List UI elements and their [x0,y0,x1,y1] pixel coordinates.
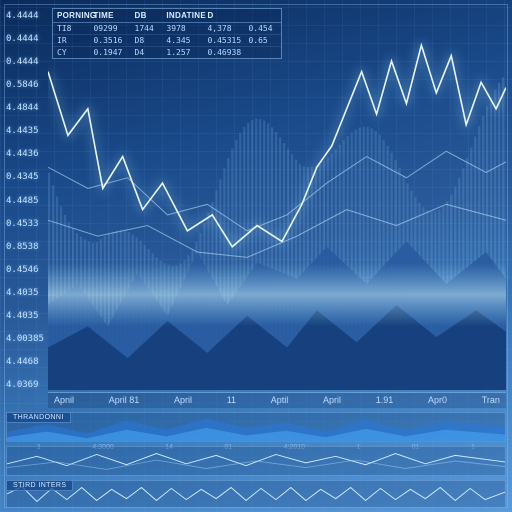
y-tick: 4.4468 [6,358,46,367]
x-axis: Apnil April 81 April 11 Aptil April 1.91 Apr0 Tr… [48,392,506,408]
y-tick: 4.4444 [6,12,46,21]
y-tick: 4.4035 [6,312,46,321]
x-tick: Apnil [54,395,74,408]
indicator-strip-1[interactable]: THRANDONNI 14:300014014:20101011 [6,412,506,442]
y-tick: 4.0369 [6,381,46,390]
y-tick: 0.5846 [6,81,46,90]
y-tick: 4.4436 [6,150,46,159]
y-tick: 4.4844 [6,104,46,113]
y-tick: 0.4345 [6,173,46,182]
y-tick: 0.4546 [6,266,46,275]
x-tick: April [323,395,341,408]
indicator-strip-2[interactable] [6,446,506,476]
y-tick: 0.4444 [6,35,46,44]
strip-label: STIRD INTERS [6,480,73,491]
indicator-strip-3[interactable]: STIRD INTERS [6,480,506,508]
x-tick: Aptil [271,395,289,408]
y-tick: 4.00385 [6,335,46,344]
y-tick: 0.8538 [6,243,46,252]
y-tick: 4.4485 [6,197,46,206]
y-tick: 0.4444 [6,58,46,67]
strip-label: THRANDONNI [6,412,71,423]
x-tick: April 81 [109,395,140,408]
y-tick: 4.4035 [6,289,46,298]
x-tick: April [174,395,192,408]
x-tick: Apr0 [428,395,447,408]
x-tick: 11 [227,395,236,408]
y-tick: 0.4533 [6,220,46,229]
x-tick: 1.91 [376,395,394,408]
y-tick: 4.4435 [6,127,46,136]
y-axis: 4.4444 0.4444 0.4444 0.5846 4.4844 4.4435 4.44… [6,12,46,390]
x-tick: Tran [482,395,500,408]
price-chart[interactable] [48,8,506,390]
